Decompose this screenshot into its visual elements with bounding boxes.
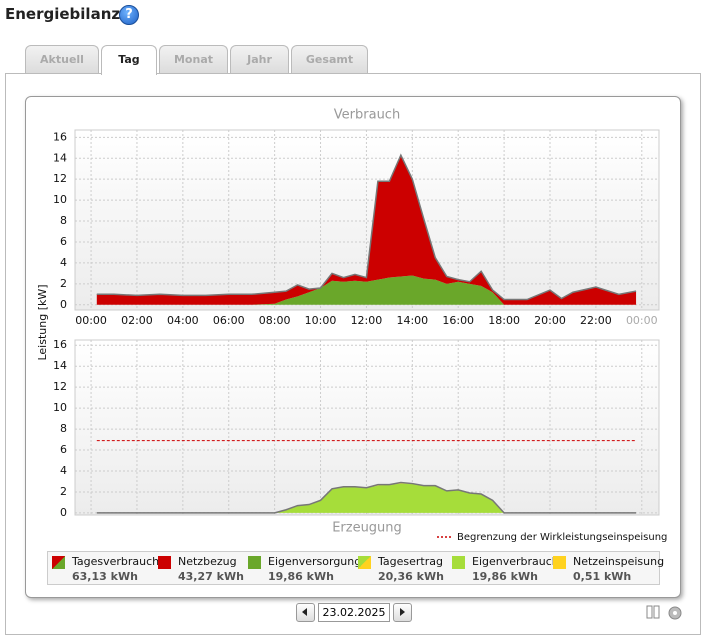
legend-name: Eigenversorgung [268,555,362,568]
tool-icons[interactable] [645,602,685,622]
legend-name: Tagesverbrauch [72,555,160,568]
area-outline [96,481,637,514]
x-tick-label: 10:00 [305,314,337,327]
area [96,275,637,305]
y-tick-label: 10 [53,193,67,206]
chart-title: Verbrauch [334,108,400,123]
limit-legend-label: Begrenzung der Wirkleistungseinspeisung [457,532,667,543]
legend-swatch [158,556,171,569]
legend-swatch [52,556,65,569]
legend-name: Eigenverbrauch [472,555,559,568]
next-day-button[interactable] [393,603,412,622]
help-icon[interactable]: ? [119,5,139,25]
legend-name: Tagesertrag [378,555,443,568]
x-tick-label: 06:00 [213,314,245,327]
prev-day-button[interactable] [296,603,315,622]
tab[interactable]: Tag [101,45,157,75]
x-tick-label: 14:00 [396,314,428,327]
y-tick-label: 12 [53,172,67,185]
tab[interactable]: Jahr [230,45,289,73]
page-title: Energiebilanz [5,5,121,23]
y-tick-label: 16 [53,338,67,351]
x-tick-label: 08:00 [259,314,291,327]
y-tick-label: 6 [60,443,67,456]
legend-value: 19,86 kWh [472,570,538,583]
y-axis-label: Leistung [kW] [36,284,49,360]
x-tick-label: 00:00 [626,314,658,327]
tab[interactable]: Monat [159,45,228,73]
chart-title: Erzeugung [332,521,402,536]
y-tick-label: 2 [60,277,67,290]
y-tick-label: 8 [60,422,67,435]
y-tick-label: 14 [53,359,67,372]
legend-value: 20,36 kWh [378,570,444,583]
x-tick-label: 00:00 [75,314,107,327]
y-tick-label: 2 [60,485,67,498]
x-tick-label: 12:00 [351,314,383,327]
y-tick-label: 6 [60,235,67,248]
legend-value: 63,13 kWh [72,570,138,583]
tab[interactable]: Gesamt [291,45,368,73]
y-tick-label: 8 [60,214,67,227]
legend-value: 0,51 kWh [573,570,632,583]
legend-value: 19,86 kWh [268,570,334,583]
x-tick-label: 16:00 [442,314,474,327]
y-tick-label: 0 [60,506,67,519]
tab[interactable]: Aktuell [25,45,99,73]
y-tick-label: 10 [53,401,67,414]
y-tick-label: 4 [60,256,67,269]
legend-swatch [553,556,566,569]
legend-value: 43,27 kWh [178,570,244,583]
x-tick-label: 22:00 [580,314,612,327]
y-tick-label: 12 [53,380,67,393]
x-tick-label: 02:00 [121,314,153,327]
area-outline [96,153,637,301]
y-tick-label: 0 [60,298,67,311]
x-tick-label: 20:00 [534,314,566,327]
plot-area [74,339,660,516]
y-tick-label: 4 [60,464,67,477]
date-field[interactable]: 23.02.2025 [318,603,390,622]
legend: Tagesverbrauch 63,13 kWh Netzbezug 43,27 kW… [47,551,664,585]
y-tick-label: 16 [53,130,67,143]
x-tick-label: 18:00 [488,314,520,327]
legend-swatch [452,556,465,569]
x-tick-label: 04:00 [167,314,199,327]
legend-name: Netzeinspeisung [573,555,665,568]
legend-swatch [358,556,371,569]
area [96,483,637,513]
legend-swatch [248,556,261,569]
legend-name: Netzbezug [178,555,237,568]
y-tick-label: 14 [53,151,67,164]
